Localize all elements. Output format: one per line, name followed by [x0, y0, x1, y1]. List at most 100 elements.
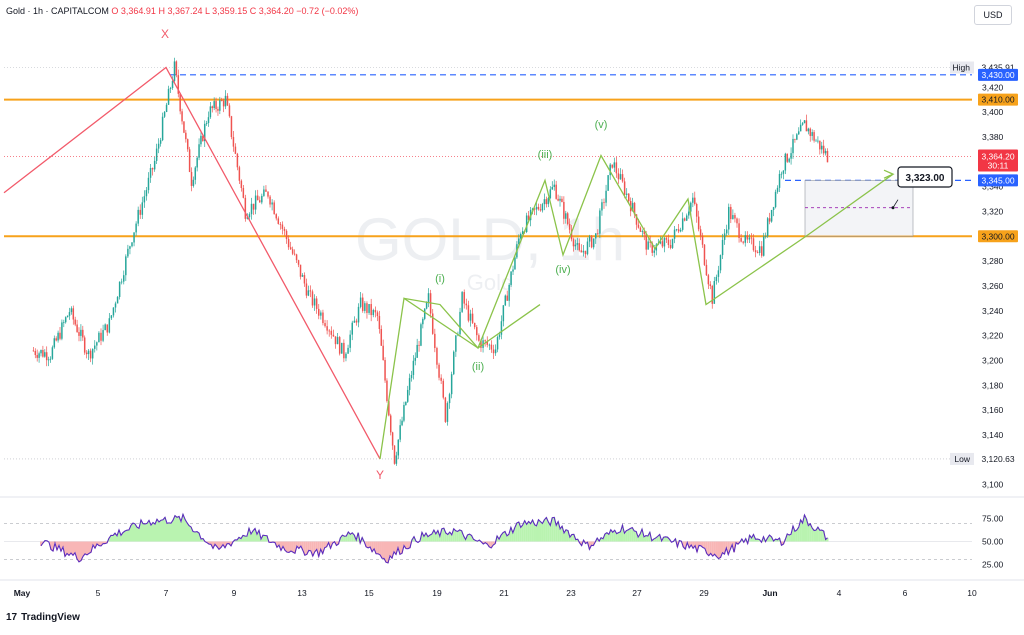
- y-tick-label: 3,240: [982, 306, 1004, 316]
- candle-body: [595, 233, 597, 239]
- candle-body: [798, 131, 800, 135]
- symbol-name[interactable]: Gold · 1h · CAPITALCOM: [6, 6, 109, 16]
- candle-body: [133, 232, 135, 243]
- candle-body: [623, 181, 626, 195]
- candle-body: [347, 347, 349, 354]
- candle-body: [442, 380, 445, 398]
- label-wave-3: (iii): [538, 149, 553, 161]
- candle-body: [297, 260, 300, 265]
- candle-body: [732, 215, 734, 220]
- candle-body: [125, 256, 127, 276]
- candle-body: [448, 394, 451, 404]
- candle-body: [159, 140, 162, 144]
- candle-body: [821, 145, 823, 150]
- candle-body: [817, 140, 819, 142]
- alert-top-tag-bg: [978, 68, 1018, 81]
- candle-body: [42, 349, 44, 357]
- candle-body: [621, 174, 624, 182]
- candle-body: [659, 241, 662, 244]
- candle-body: [355, 320, 358, 323]
- candle-body: [47, 359, 50, 361]
- candle-body: [535, 206, 538, 210]
- candle-body: [561, 198, 563, 202]
- candle-body: [66, 315, 69, 318]
- level-blue-tag: 3,345.00: [981, 175, 1014, 185]
- candle-body: [492, 349, 495, 354]
- candle-body: [651, 242, 653, 253]
- candle-body: [683, 218, 686, 221]
- candle-body: [320, 312, 322, 316]
- candle-body: [368, 304, 370, 313]
- candle-body: [637, 224, 640, 228]
- candle-body: [711, 285, 713, 304]
- x-tick-label: 13: [297, 588, 307, 598]
- candle-body: [607, 175, 609, 191]
- candle-body: [181, 111, 183, 122]
- candle-body: [143, 196, 146, 203]
- candle-body: [372, 309, 375, 316]
- candle-body: [543, 199, 546, 205]
- price-callout[interactable]: 3,323.00: [897, 166, 953, 188]
- callout-pointer: [892, 199, 899, 208]
- candle-body: [155, 148, 158, 161]
- y-tick-label: 3,320: [982, 206, 1004, 216]
- candle-body: [537, 206, 540, 210]
- candle-body: [565, 213, 567, 219]
- candle-body: [256, 195, 259, 201]
- candle-body: [436, 348, 438, 365]
- candle-body: [590, 236, 593, 248]
- candle-body: [388, 401, 390, 416]
- candle-body: [761, 246, 763, 256]
- candle-body: [137, 209, 139, 224]
- low-label: Low: [954, 454, 970, 464]
- candle-body: [778, 173, 781, 188]
- candle-body: [782, 170, 785, 174]
- candle-body: [801, 123, 804, 125]
- candle-body: [531, 208, 534, 210]
- candle-body: [502, 305, 505, 322]
- candle-body: [790, 153, 792, 159]
- candle-body: [563, 201, 565, 219]
- currency-button[interactable]: USD: [974, 5, 1012, 25]
- candle-body: [721, 239, 724, 256]
- candle-body: [96, 342, 98, 346]
- candle-body: [167, 88, 170, 105]
- candle-body: [455, 335, 457, 352]
- candle-body: [780, 173, 783, 175]
- candle-body: [764, 236, 767, 237]
- candle-body: [326, 326, 328, 331]
- current-price-bg: [978, 149, 1018, 172]
- candle-body: [157, 143, 160, 149]
- candle-body: [553, 184, 555, 188]
- candle-body: [311, 291, 314, 306]
- candle-body: [271, 202, 273, 205]
- candle-body: [463, 292, 465, 304]
- candle-body: [273, 202, 275, 215]
- candle-body: [198, 144, 200, 158]
- candle-body: [809, 128, 811, 136]
- candle-body: [533, 208, 536, 210]
- candle-body: [611, 164, 613, 168]
- candle-body: [51, 347, 54, 359]
- candle-body: [55, 338, 57, 341]
- candle-body: [211, 106, 214, 109]
- candle-body: [446, 403, 449, 422]
- candle-body: [275, 214, 277, 219]
- y-tick-label: 3,260: [982, 281, 1004, 291]
- tradingview-logo[interactable]: 17 TradingView: [6, 612, 80, 623]
- candle-body: [129, 246, 131, 249]
- candle-body: [776, 187, 779, 192]
- candle-body: [476, 327, 478, 336]
- candle-body: [506, 295, 508, 301]
- candle-body: [504, 295, 507, 306]
- candle-body: [345, 353, 347, 359]
- candle-body: [190, 171, 193, 186]
- level-upper-tag: 3,410.00: [981, 95, 1014, 105]
- candle-body: [418, 344, 420, 346]
- candle-body: [83, 337, 86, 353]
- candle-body: [478, 335, 480, 341]
- candle-body: [576, 243, 579, 245]
- candle-body: [709, 284, 712, 286]
